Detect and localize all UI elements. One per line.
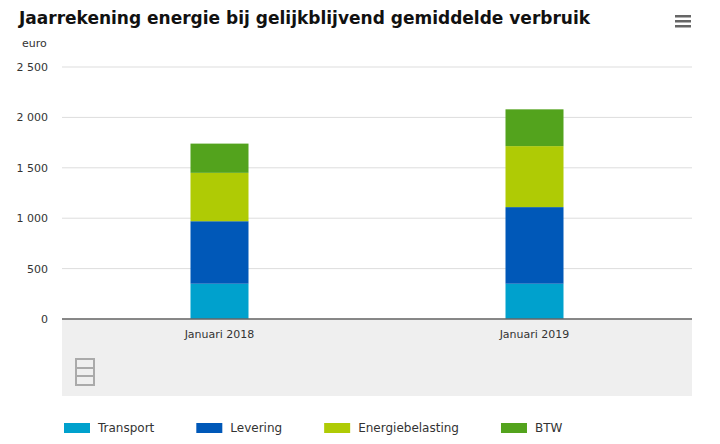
logo — [76, 359, 94, 385]
grid-line — [62, 268, 692, 269]
y-tick-label: 1 500 — [17, 162, 49, 175]
bar-segment — [191, 173, 249, 221]
y-tick-label: 2 500 — [17, 61, 49, 74]
axis-band — [62, 319, 692, 396]
bars — [191, 109, 564, 319]
menu-bar — [675, 20, 691, 23]
y-tick-label: 2 000 — [17, 111, 49, 124]
x-tick-label: Januari 2018 — [184, 328, 255, 341]
x-axis — [62, 318, 692, 320]
legend-label: BTW — [535, 421, 563, 435]
menu-icon[interactable] — [675, 15, 691, 28]
legend-label: Transport — [97, 421, 155, 435]
grid-line — [62, 117, 692, 118]
chart-root: Jaarrekening energie bij gelijkblijvend … — [0, 0, 720, 444]
x-tick-label: Januari 2019 — [499, 328, 570, 341]
bar-segment — [191, 284, 249, 319]
grid-line — [62, 218, 692, 219]
legend-swatch — [64, 423, 90, 433]
bar-segment — [506, 146, 564, 207]
chart: Jaarrekening energie bij gelijkblijvend … — [0, 0, 720, 444]
legend-label: Energiebelasting — [358, 421, 459, 435]
grid-line — [62, 319, 692, 320]
legend-swatch — [501, 423, 527, 433]
legend-swatch — [196, 423, 222, 433]
y-tick-label: 1 000 — [17, 212, 49, 225]
legend-swatch — [324, 423, 350, 433]
y-tick-label: 500 — [27, 263, 48, 276]
menu-bar — [675, 25, 691, 28]
bar-segment — [506, 284, 564, 319]
bar-segment — [191, 144, 249, 173]
y-label: euro — [22, 37, 47, 50]
bar-segment — [191, 221, 249, 283]
grid-line — [62, 67, 692, 68]
legend-label: Levering — [230, 421, 282, 435]
legend: Transport Levering Energiebelasting BTW — [64, 421, 563, 435]
title: Jaarrekening energie bij gelijkblijvend … — [18, 8, 591, 28]
menu-bar — [675, 15, 691, 18]
grid-line — [62, 167, 692, 168]
bar-segment — [506, 207, 564, 284]
logo-line — [76, 367, 94, 369]
logo-line — [76, 375, 94, 377]
logo-frame — [76, 359, 94, 385]
bar-segment — [506, 109, 564, 146]
y-tick-label: 0 — [41, 313, 48, 326]
